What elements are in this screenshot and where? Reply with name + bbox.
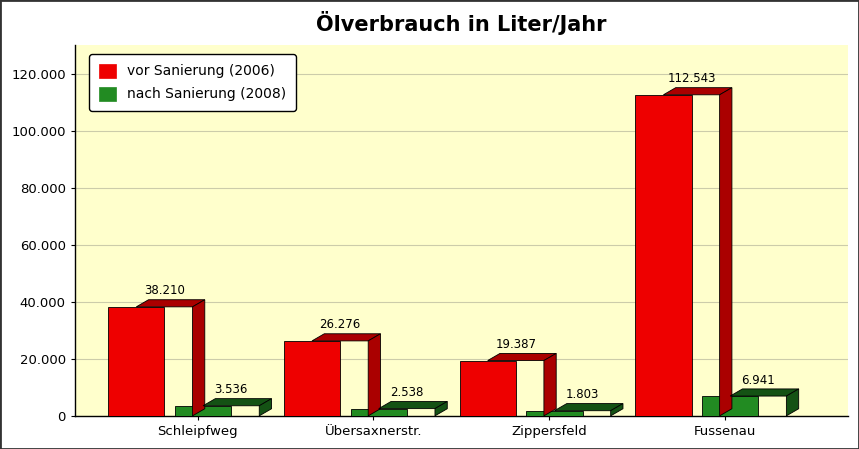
- Text: 6.941: 6.941: [741, 374, 775, 387]
- Polygon shape: [192, 300, 204, 416]
- Polygon shape: [611, 404, 623, 416]
- Polygon shape: [379, 401, 448, 409]
- Legend: vor Sanierung (2006), nach Sanierung (2008): vor Sanierung (2006), nach Sanierung (20…: [89, 54, 295, 111]
- Polygon shape: [369, 334, 381, 416]
- Polygon shape: [554, 404, 623, 411]
- Bar: [350, 409, 407, 416]
- Polygon shape: [259, 399, 271, 416]
- Polygon shape: [137, 300, 204, 307]
- Bar: [108, 307, 164, 416]
- Polygon shape: [203, 399, 271, 406]
- Text: 1.803: 1.803: [566, 388, 600, 401]
- Polygon shape: [312, 334, 381, 341]
- Polygon shape: [786, 389, 799, 416]
- Polygon shape: [488, 353, 557, 361]
- Bar: [460, 361, 515, 416]
- Bar: [175, 406, 231, 416]
- Text: 38.210: 38.210: [144, 285, 185, 297]
- Polygon shape: [730, 389, 799, 396]
- Polygon shape: [663, 88, 732, 95]
- Bar: [283, 341, 340, 416]
- Text: 3.536: 3.536: [215, 383, 248, 396]
- Text: 112.543: 112.543: [667, 72, 716, 85]
- Bar: [702, 396, 758, 416]
- Bar: [636, 95, 691, 416]
- Text: 19.387: 19.387: [496, 338, 536, 351]
- Polygon shape: [544, 353, 557, 416]
- Title: Ölverbrauch in Liter/Jahr: Ölverbrauch in Liter/Jahr: [316, 11, 606, 35]
- Polygon shape: [435, 401, 448, 416]
- Polygon shape: [720, 88, 732, 416]
- Text: 2.538: 2.538: [390, 386, 423, 399]
- Bar: [527, 411, 582, 416]
- Text: 26.276: 26.276: [320, 318, 361, 331]
